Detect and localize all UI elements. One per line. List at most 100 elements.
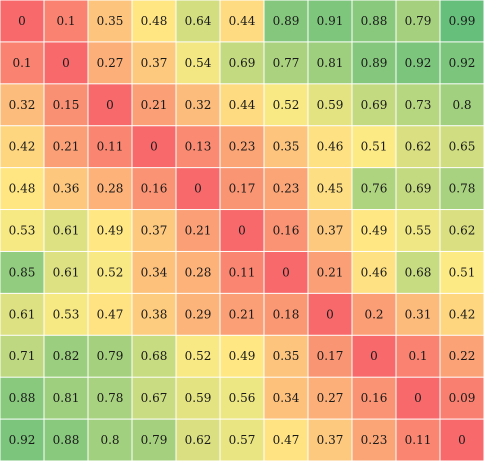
heatmap-cell-label-r3-c7: 0.46 xyxy=(317,140,344,154)
heatmap-cell-label-r7-c10: 0.42 xyxy=(449,307,476,321)
heatmap-cell-label-r10-c7: 0.37 xyxy=(317,433,344,447)
heatmap-cell-r8-c0 xyxy=(0,335,44,377)
heatmap-cell-label-r7-c2: 0.47 xyxy=(97,307,124,321)
heatmap-cell-label-r2-c8: 0.69 xyxy=(361,98,388,112)
heatmap-cell-r2-c5 xyxy=(220,84,264,126)
heatmap-cell-r4-c9 xyxy=(396,168,440,210)
heatmap-cell-r10-c8 xyxy=(352,419,396,461)
heatmap-cell-r1-c8 xyxy=(352,42,396,84)
heatmap-cell-r3-c5 xyxy=(220,126,264,168)
heatmap-cell-r0-c1 xyxy=(44,0,88,42)
heatmap-cell-r10-c6 xyxy=(264,419,308,461)
heatmap-cell-r6-c8 xyxy=(352,251,396,293)
heatmap-cell-r10-c7 xyxy=(308,419,352,461)
heatmap-cell-r0-c2 xyxy=(88,0,132,42)
heatmap-cell-r10-c9 xyxy=(396,419,440,461)
heatmap-cell-label-r2-c2: 0 xyxy=(106,98,114,112)
heatmap-cell-r3-c0 xyxy=(0,126,44,168)
heatmap-cell-label-r0-c4: 0.64 xyxy=(185,14,212,28)
heatmap-cell-r8-c3 xyxy=(132,335,176,377)
heatmap-cell-label-r3-c0: 0.42 xyxy=(9,140,36,154)
heatmap-cell-r1-c4 xyxy=(176,42,220,84)
heatmap-cell-label-r7-c6: 0.18 xyxy=(273,307,300,321)
heatmap-cell-label-r3-c5: 0.23 xyxy=(229,140,256,154)
heatmap-cell-label-r6-c6: 0 xyxy=(282,265,290,279)
heatmap-cell-r2-c1 xyxy=(44,84,88,126)
heatmap-cell-label-r5-c0: 0.53 xyxy=(9,224,36,238)
heatmap-cell-r5-c7 xyxy=(308,210,352,251)
heatmap-cell-r5-c1 xyxy=(44,210,88,251)
heatmap-cell-label-r4-c2: 0.28 xyxy=(97,182,124,196)
heatmap-cell-r1-c7 xyxy=(308,42,352,84)
heatmap-cell-label-r8-c3: 0.68 xyxy=(141,349,168,363)
heatmap-cell-label-r10-c3: 0.79 xyxy=(141,433,168,447)
heatmap-cell-r2-c4 xyxy=(176,84,220,126)
heatmap-cell-r3-c10 xyxy=(440,126,484,168)
heatmap-cell-label-r10-c0: 0.92 xyxy=(9,433,36,447)
heatmap-cell-r5-c9 xyxy=(396,210,440,251)
heatmap-cell-label-r10-c2: 0.8 xyxy=(100,433,119,447)
heatmap-cell-r7-c6 xyxy=(264,293,308,335)
heatmap-cell-label-r7-c5: 0.21 xyxy=(229,307,256,321)
heatmap-cell-label-r6-c7: 0.21 xyxy=(317,265,344,279)
heatmap-cell-label-r8-c6: 0.35 xyxy=(273,349,300,363)
heatmap-cell-label-r5-c3: 0.37 xyxy=(141,224,168,238)
heatmap-cell-label-r6-c5: 0.11 xyxy=(229,265,256,279)
heatmap-cell-r10-c2 xyxy=(88,419,132,461)
heatmap-cell-r2-c7 xyxy=(308,84,352,126)
heatmap-cell-r5-c5 xyxy=(220,210,264,251)
heatmap-cell-label-r4-c3: 0.16 xyxy=(141,182,168,196)
heatmap-cell-label-r0-c10: 0.99 xyxy=(449,14,476,28)
heatmap-cell-label-r0-c1: 0.1 xyxy=(56,14,75,28)
heatmap-cell-label-r1-c9: 0.92 xyxy=(405,56,432,70)
heatmap-cell-label-r4-c5: 0.17 xyxy=(229,182,256,196)
heatmap-cell-r2-c0 xyxy=(0,84,44,126)
heatmap-cell-label-r9-c10: 0.09 xyxy=(449,391,476,405)
heatmap-cell-label-r2-c4: 0.32 xyxy=(185,98,212,112)
heatmap-cell-r7-c1 xyxy=(44,293,88,335)
heatmap-cell-r2-c8 xyxy=(352,84,396,126)
heatmap-cell-label-r1-c1: 0 xyxy=(62,56,70,70)
heatmap-cell-r0-c9 xyxy=(396,0,440,42)
heatmap-cell-label-r8-c10: 0.22 xyxy=(449,349,476,363)
heatmap-cell-label-r8-c1: 0.82 xyxy=(53,349,80,363)
heatmap-cell-r3-c8 xyxy=(352,126,396,168)
heatmap-cell-r2-c10 xyxy=(440,84,484,126)
heatmap-cell-label-r0-c9: 0.79 xyxy=(405,14,432,28)
heatmap-cell-r1-c1 xyxy=(44,42,88,84)
heatmap-cell-r7-c0 xyxy=(0,293,44,335)
heatmap-cell-label-r5-c6: 0.16 xyxy=(273,224,300,238)
heatmap-cell-label-r8-c4: 0.52 xyxy=(185,349,212,363)
heatmap-cell-r1-c2 xyxy=(88,42,132,84)
heatmap-cell-label-r4-c0: 0.48 xyxy=(9,182,36,196)
heatmap-cell-label-r0-c3: 0.48 xyxy=(141,14,168,28)
heatmap-cell-label-r1-c0: 0.1 xyxy=(12,56,31,70)
heatmap-cell-r3-c9 xyxy=(396,126,440,168)
heatmap-cell-r7-c8 xyxy=(352,293,396,335)
heatmap-cell-r8-c8 xyxy=(352,335,396,377)
heatmap-cell-r6-c10 xyxy=(440,251,484,293)
heatmap-cell-r10-c4 xyxy=(176,419,220,461)
heatmap-cell-label-r0-c0: 0 xyxy=(18,14,26,28)
heatmap-cell-r2-c9 xyxy=(396,84,440,126)
heatmap-cell-label-r8-c7: 0.17 xyxy=(317,349,344,363)
heatmap-cell-r8-c5 xyxy=(220,335,264,377)
heatmap-cell-r3-c4 xyxy=(176,126,220,168)
heatmap-cell-label-r0-c5: 0.44 xyxy=(229,14,256,28)
heatmap-cell-r7-c7 xyxy=(308,293,352,335)
heatmap-cell-r6-c7 xyxy=(308,251,352,293)
heatmap-cell-r5-c0 xyxy=(0,210,44,251)
heatmap-cell-label-r1-c8: 0.89 xyxy=(361,56,388,70)
heatmap-cell-label-r9-c8: 0.16 xyxy=(361,391,388,405)
heatmap-cell-label-r5-c10: 0.62 xyxy=(449,224,476,238)
heatmap-cell-label-r2-c3: 0.21 xyxy=(141,98,168,112)
heatmap-cell-r8-c2 xyxy=(88,335,132,377)
heatmap-cell-r10-c1 xyxy=(44,419,88,461)
heatmap-cell-label-r2-c6: 0.52 xyxy=(273,98,300,112)
heatmap-cell-label-r10-c5: 0.57 xyxy=(229,433,256,447)
heatmap-cell-label-r5-c5: 0 xyxy=(238,224,246,238)
heatmap-cell-label-r2-c0: 0.32 xyxy=(9,98,36,112)
heatmap-cell-label-r4-c6: 0.23 xyxy=(273,182,300,196)
heatmap-cell-label-r9-c9: 0 xyxy=(414,391,422,405)
heatmap-cell-r4-c5 xyxy=(220,168,264,210)
